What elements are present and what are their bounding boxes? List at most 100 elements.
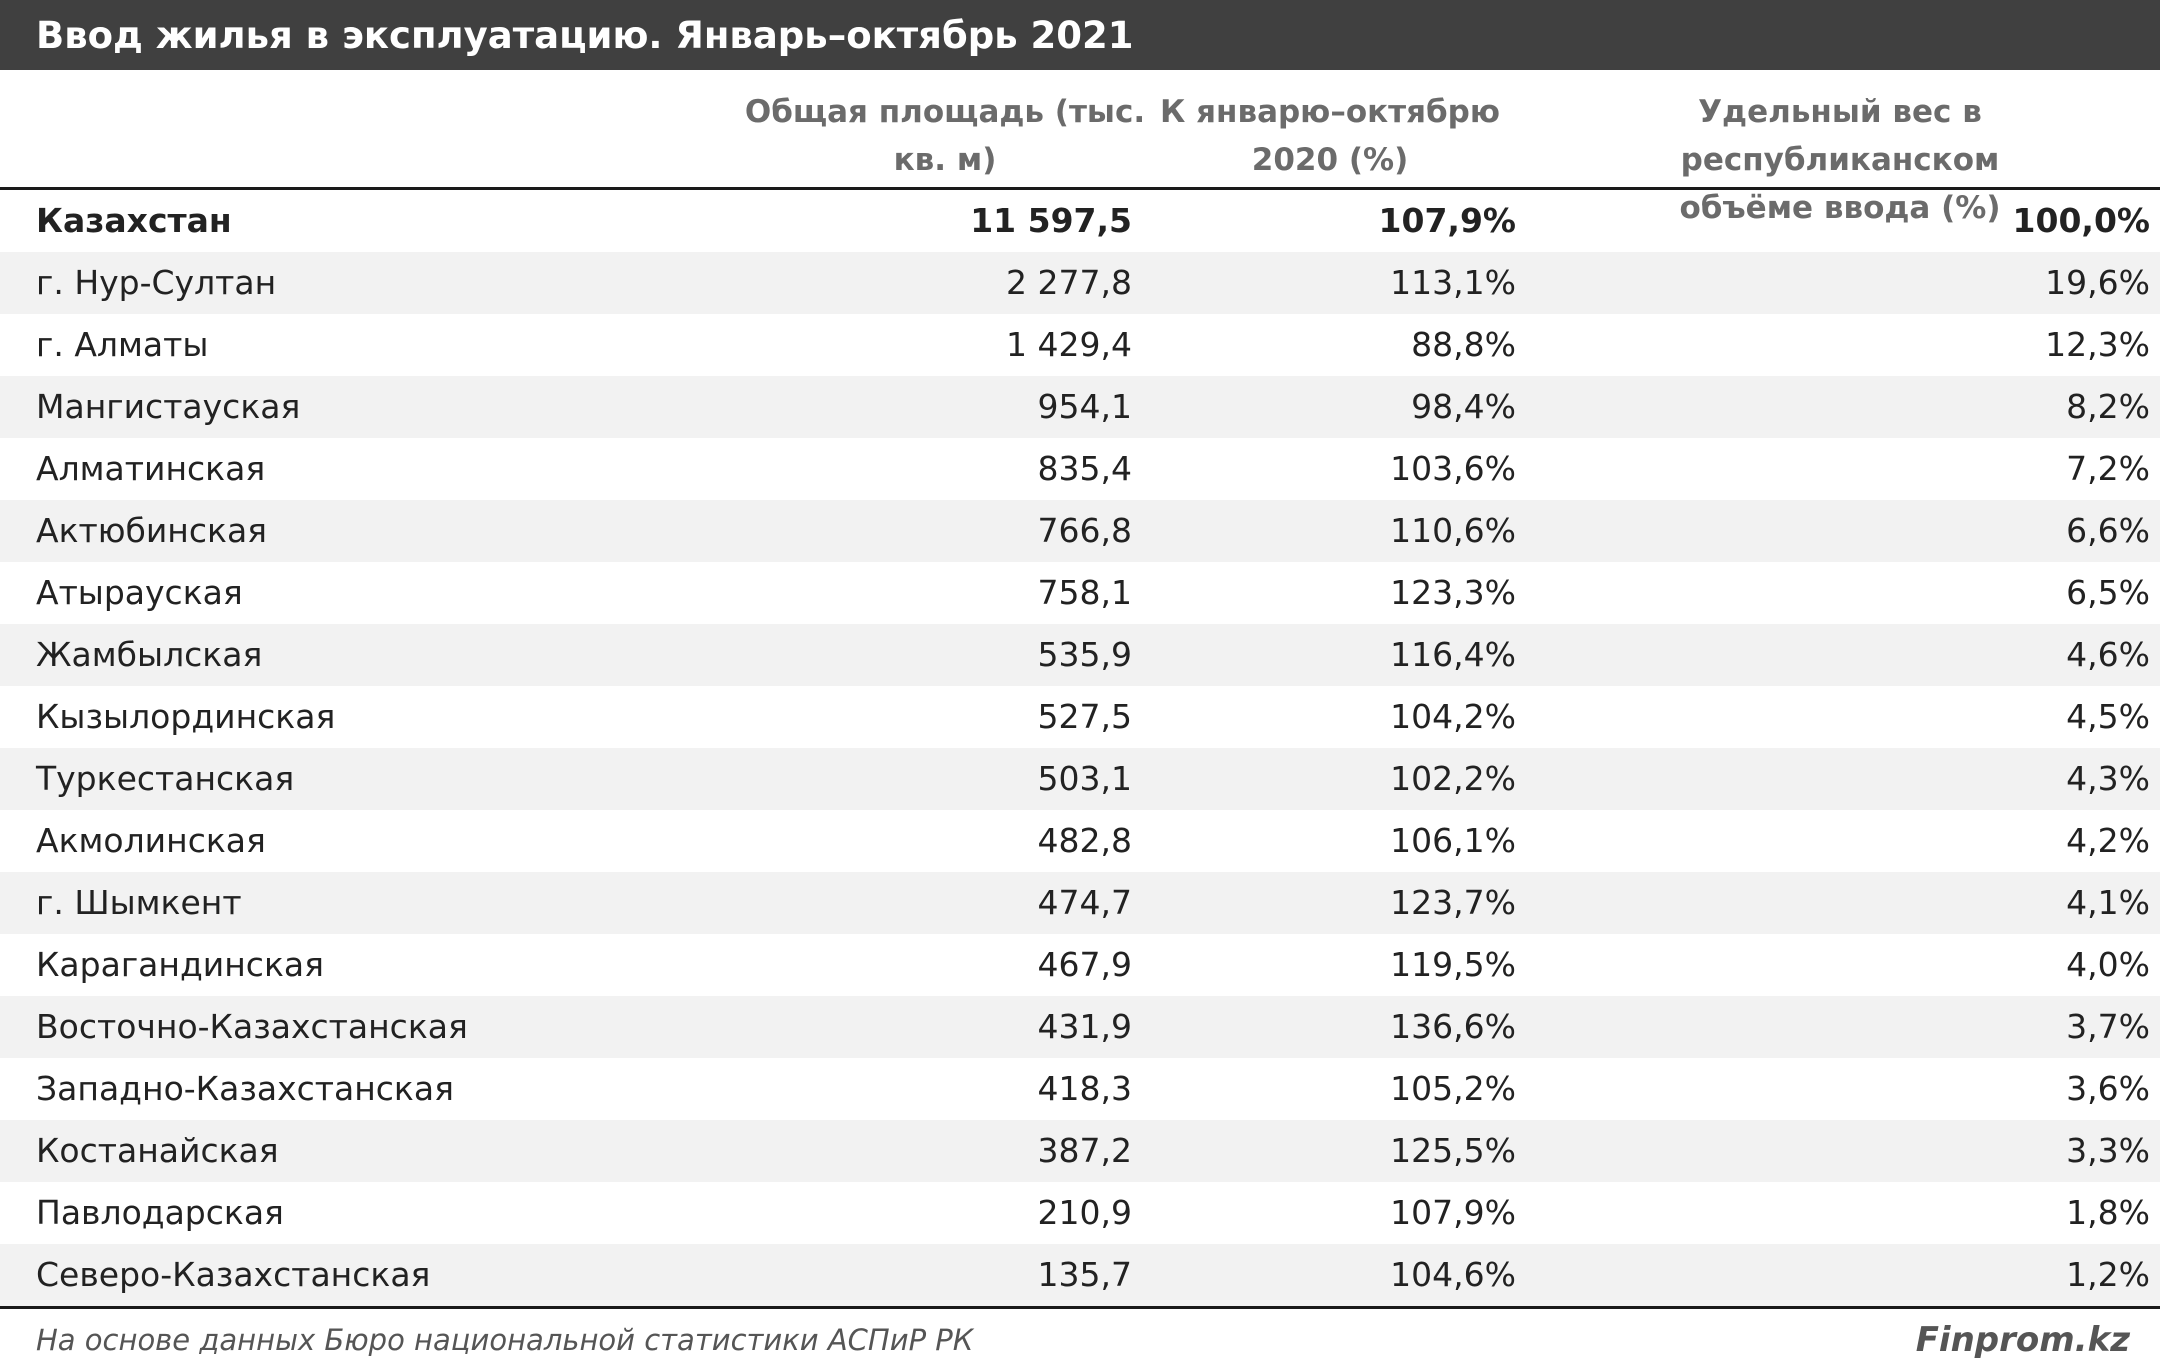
share-value: 12,3% <box>2045 325 2150 364</box>
region-name: Актюбинская <box>36 511 268 550</box>
column-header-growth-line2: 2020 (%) <box>1251 142 1409 178</box>
region-name: Акмолинская <box>36 821 266 860</box>
growth-value: 105,2% <box>1390 1069 1516 1108</box>
growth-value: 125,5% <box>1390 1131 1516 1170</box>
growth-value: 88,8% <box>1411 325 1516 364</box>
area-value: 431,9 <box>1037 1007 1132 1046</box>
growth-value: 123,3% <box>1390 573 1516 612</box>
share-value: 100,0% <box>2012 201 2150 240</box>
share-value: 4,2% <box>2066 821 2150 860</box>
growth-value: 113,1% <box>1390 263 1516 302</box>
table-row-total: Казахстан 11 597,5 107,9% 100,0% <box>0 190 2160 252</box>
region-name: Мангистауская <box>36 387 301 426</box>
share-value: 4,5% <box>2066 697 2150 736</box>
area-value: 135,7 <box>1037 1255 1132 1294</box>
growth-value: 123,7% <box>1390 883 1516 922</box>
growth-value: 106,1% <box>1390 821 1516 860</box>
share-value: 1,8% <box>2066 1193 2150 1232</box>
table-row: Туркестанская 503,1 102,2% 4,3% <box>0 748 2160 810</box>
region-name: Павлодарская <box>36 1193 284 1232</box>
area-value: 387,2 <box>1037 1131 1132 1170</box>
column-header-share: Удельный вес в республиканском объёме вв… <box>1545 88 2135 232</box>
growth-value: 107,9% <box>1378 201 1516 240</box>
area-value: 954,1 <box>1037 387 1132 426</box>
growth-value: 104,2% <box>1390 697 1516 736</box>
area-value: 2 277,8 <box>1006 263 1132 302</box>
region-name: Западно-Казахстанская <box>36 1069 454 1108</box>
table-row: Костанайская 387,2 125,5% 3,3% <box>0 1120 2160 1182</box>
growth-value: 116,4% <box>1390 635 1516 674</box>
region-name: Атырауская <box>36 573 243 612</box>
share-value: 7,2% <box>2066 449 2150 488</box>
region-name: г. Шымкент <box>36 883 242 922</box>
table-row: г. Нур-Султан 2 277,8 113,1% 19,6% <box>0 252 2160 314</box>
growth-value: 136,6% <box>1390 1007 1516 1046</box>
share-value: 1,2% <box>2066 1255 2150 1294</box>
table-row: Алматинская 835,4 103,6% 7,2% <box>0 438 2160 500</box>
table-row: Восточно-Казахстанская 431,9 136,6% 3,7% <box>0 996 2160 1058</box>
share-value: 6,5% <box>2066 573 2150 612</box>
table-body: Казахстан 11 597,5 107,9% 100,0% г. Нур-… <box>0 190 2160 1306</box>
table-row: Акмолинская 482,8 106,1% 4,2% <box>0 810 2160 872</box>
share-value: 4,3% <box>2066 759 2150 798</box>
share-value: 4,1% <box>2066 883 2150 922</box>
share-value: 19,6% <box>2045 263 2150 302</box>
share-value: 3,6% <box>2066 1069 2150 1108</box>
column-header-area-line2: кв. м) <box>893 142 997 178</box>
region-name: г. Нур-Султан <box>36 263 277 302</box>
growth-value: 107,9% <box>1390 1193 1516 1232</box>
table-row: Кызылординская 527,5 104,2% 4,5% <box>0 686 2160 748</box>
brand-logo-text: Finprom.kz <box>1915 1320 2130 1360</box>
area-value: 418,3 <box>1037 1069 1132 1108</box>
table-row: Северо-Казахстанская 135,7 104,6% 1,2% <box>0 1244 2160 1306</box>
table-bottom-divider <box>0 1306 2160 1309</box>
region-name: Карагандинская <box>36 945 324 984</box>
growth-value: 103,6% <box>1390 449 1516 488</box>
share-value: 3,3% <box>2066 1131 2150 1170</box>
column-header-area-line1: Общая площадь (тыс. <box>744 94 1146 130</box>
area-value: 482,8 <box>1037 821 1132 860</box>
area-value: 527,5 <box>1037 697 1132 736</box>
table-title: Ввод жилья в эксплуатацию. Январь–октябр… <box>0 0 2160 70</box>
table-row: Западно-Казахстанская 418,3 105,2% 3,6% <box>0 1058 2160 1120</box>
area-value: 758,1 <box>1037 573 1132 612</box>
growth-value: 110,6% <box>1390 511 1516 550</box>
column-header-area: Общая площадь (тыс. кв. м) <box>735 88 1155 184</box>
table-row: г. Шымкент 474,7 123,7% 4,1% <box>0 872 2160 934</box>
region-name: Жамбылская <box>36 635 263 674</box>
table-row: Павлодарская 210,9 107,9% 1,8% <box>0 1182 2160 1244</box>
share-value: 4,6% <box>2066 635 2150 674</box>
table-row: Атырауская 758,1 123,3% 6,5% <box>0 562 2160 624</box>
growth-value: 119,5% <box>1390 945 1516 984</box>
region-name: Казахстан <box>36 201 232 240</box>
area-value: 474,7 <box>1037 883 1132 922</box>
share-value: 8,2% <box>2066 387 2150 426</box>
region-name: Восточно-Казахстанская <box>36 1007 468 1046</box>
column-header-growth-line1: К январю–октябрю <box>1160 94 1501 130</box>
share-value: 6,6% <box>2066 511 2150 550</box>
region-name: Алматинская <box>36 449 266 488</box>
growth-value: 102,2% <box>1390 759 1516 798</box>
source-note: На основе данных Бюро национальной стати… <box>36 1323 974 1357</box>
growth-value: 98,4% <box>1411 387 1516 426</box>
table-row: г. Алматы 1 429,4 88,8% 12,3% <box>0 314 2160 376</box>
table-header: Общая площадь (тыс. кв. м) К январю–октя… <box>0 70 2160 226</box>
area-value: 210,9 <box>1037 1193 1132 1232</box>
growth-value: 104,6% <box>1390 1255 1516 1294</box>
area-value: 766,8 <box>1037 511 1132 550</box>
share-value: 4,0% <box>2066 945 2150 984</box>
table-row: Мангистауская 954,1 98,4% 8,2% <box>0 376 2160 438</box>
region-name: г. Алматы <box>36 325 209 364</box>
area-value: 503,1 <box>1037 759 1132 798</box>
region-name: Кызылординская <box>36 697 336 736</box>
area-value: 535,9 <box>1037 635 1132 674</box>
area-value: 835,4 <box>1037 449 1132 488</box>
region-name: Северо-Казахстанская <box>36 1255 431 1294</box>
table-row: Актюбинская 766,8 110,6% 6,6% <box>0 500 2160 562</box>
area-value: 467,9 <box>1037 945 1132 984</box>
column-header-share-line1: Удельный вес в республиканском <box>1680 94 2000 178</box>
column-header-growth: К январю–октябрю 2020 (%) <box>1160 88 1500 184</box>
table-row: Жамбылская 535,9 116,4% 4,6% <box>0 624 2160 686</box>
share-value: 3,7% <box>2066 1007 2150 1046</box>
